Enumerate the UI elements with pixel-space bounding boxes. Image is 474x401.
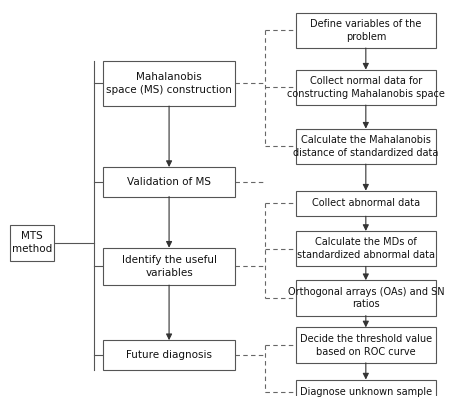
Bar — [296, 328, 436, 363]
Text: MTS
method: MTS method — [12, 231, 52, 254]
Text: Define variables of the
problem: Define variables of the problem — [310, 19, 421, 42]
Bar — [296, 70, 436, 105]
Text: Collect normal data for
constructing Mahalanobis space: Collect normal data for constructing Mah… — [287, 76, 445, 99]
Text: Calculate the MDs of
standardized abnormal data: Calculate the MDs of standardized abnorm… — [297, 237, 435, 260]
Text: Identify the useful
variables: Identify the useful variables — [121, 255, 217, 278]
Text: Decide the threshold value
based on ROC curve: Decide the threshold value based on ROC … — [300, 334, 432, 356]
Bar — [103, 167, 235, 196]
Bar — [296, 380, 436, 401]
Text: Validation of MS: Validation of MS — [127, 177, 211, 187]
Text: Calculate the Mahalanobis
distance of standardized data: Calculate the Mahalanobis distance of st… — [293, 135, 438, 158]
Bar — [103, 248, 235, 285]
Bar — [296, 12, 436, 48]
Text: Future diagnosis: Future diagnosis — [126, 350, 212, 360]
Bar — [296, 129, 436, 164]
Bar — [296, 231, 436, 266]
Bar — [103, 340, 235, 370]
Text: Collect abnormal data: Collect abnormal data — [312, 198, 420, 209]
Bar — [296, 191, 436, 216]
Bar — [9, 225, 54, 261]
Bar — [103, 61, 235, 106]
Bar — [296, 280, 436, 316]
Text: Orthogonal arrays (OAs) and SN
ratios: Orthogonal arrays (OAs) and SN ratios — [288, 287, 444, 309]
Text: Mahalanobis
space (MS) construction: Mahalanobis space (MS) construction — [106, 72, 232, 95]
Text: Diagnose unknown sample: Diagnose unknown sample — [300, 387, 432, 397]
